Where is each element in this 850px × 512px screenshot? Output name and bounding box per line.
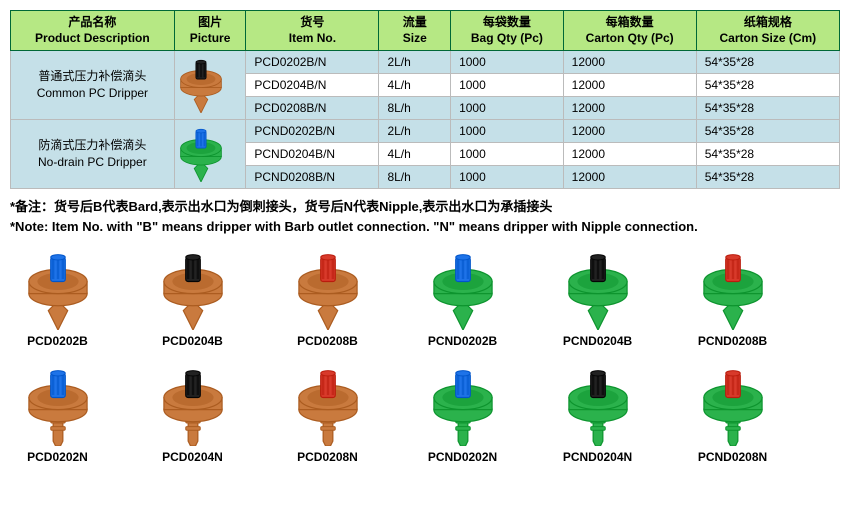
ctn-cell: 12000 — [563, 51, 696, 74]
table-row: 普通式压力补偿滴头Common PC Dripper PCD0202B/N2L/… — [11, 51, 840, 74]
gallery-label: PCD0202N — [27, 450, 88, 464]
product-gallery: PCD0202B PCD0204B PCD0208B PCND0202B — [10, 250, 840, 464]
cs-cell: 54*35*28 — [696, 143, 839, 166]
bag-cell: 1000 — [451, 51, 564, 74]
bag-cell: 1000 — [451, 166, 564, 189]
gallery-label: PCD0204N — [162, 450, 223, 464]
gallery-item: PCND0202B — [415, 250, 510, 348]
h-ctn: 每箱数量Carton Qty (Pc) — [563, 11, 696, 51]
ctn-cell: 12000 — [563, 97, 696, 120]
item-cell: PCND0202B/N — [246, 120, 379, 143]
h-desc: 产品名称Product Description — [11, 11, 175, 51]
gallery-label: PCD0208B — [297, 334, 358, 348]
h-cs: 纸箱规格Carton Size (Cm) — [696, 11, 839, 51]
gallery-label: PCND0208N — [698, 450, 767, 464]
size-cell: 2L/h — [379, 120, 451, 143]
ctn-cell: 12000 — [563, 166, 696, 189]
size-cell: 4L/h — [379, 143, 451, 166]
size-cell: 4L/h — [379, 74, 451, 97]
item-cell: PCD0204B/N — [246, 74, 379, 97]
spec-table: 产品名称Product Description 图片Picture 货号Item… — [10, 10, 840, 189]
size-cell: 8L/h — [379, 166, 451, 189]
picture-cell — [174, 120, 246, 189]
gallery-item: PCND0208N — [685, 366, 780, 464]
note-cn: *备注：货号后B代表Bard,表示出水口为倒刺接头，货号后N代表Nipple,表… — [10, 197, 840, 217]
h-item: 货号Item No. — [246, 11, 379, 51]
gallery-item: PCD0208B — [280, 250, 375, 348]
gallery-item: PCND0204B — [550, 250, 645, 348]
bag-cell: 1000 — [451, 97, 564, 120]
size-cell: 2L/h — [379, 51, 451, 74]
desc-cell: 防滴式压力补偿滴头No-drain PC Dripper — [11, 120, 175, 189]
gallery-label: PCND0208B — [698, 334, 767, 348]
h-size: 流量Size — [379, 11, 451, 51]
bag-cell: 1000 — [451, 74, 564, 97]
h-pic: 图片Picture — [174, 11, 246, 51]
bag-cell: 1000 — [451, 120, 564, 143]
ctn-cell: 12000 — [563, 74, 696, 97]
desc-cell: 普通式压力补偿滴头Common PC Dripper — [11, 51, 175, 120]
cs-cell: 54*35*28 — [696, 74, 839, 97]
item-cell: PCND0208B/N — [246, 166, 379, 189]
gallery-item: PCD0202N — [10, 366, 105, 464]
gallery-item: PCD0204N — [145, 366, 240, 464]
gallery-item: PCND0204N — [550, 366, 645, 464]
picture-cell — [174, 51, 246, 120]
cs-cell: 54*35*28 — [696, 120, 839, 143]
gallery-label: PCD0208N — [297, 450, 358, 464]
item-cell: PCD0202B/N — [246, 51, 379, 74]
gallery-label: PCD0204B — [162, 334, 223, 348]
note-en: *Note: Item No. with "B" means dripper w… — [10, 217, 840, 237]
size-cell: 8L/h — [379, 97, 451, 120]
ctn-cell: 12000 — [563, 120, 696, 143]
item-cell: PCND0204B/N — [246, 143, 379, 166]
item-cell: PCD0208B/N — [246, 97, 379, 120]
cs-cell: 54*35*28 — [696, 166, 839, 189]
ctn-cell: 12000 — [563, 143, 696, 166]
gallery-item: PCD0204B — [145, 250, 240, 348]
bag-cell: 1000 — [451, 143, 564, 166]
gallery-item: PCD0208N — [280, 366, 375, 464]
header-row: 产品名称Product Description 图片Picture 货号Item… — [11, 11, 840, 51]
gallery-label: PCND0202B — [428, 334, 497, 348]
gallery-item: PCND0208B — [685, 250, 780, 348]
table-row: 防滴式压力补偿滴头No-drain PC Dripper PCND0202B/N… — [11, 120, 840, 143]
gallery-label: PCND0204N — [563, 450, 632, 464]
notes: *备注：货号后B代表Bard,表示出水口为倒刺接头，货号后N代表Nipple,表… — [10, 197, 840, 236]
gallery-label: PCND0204B — [563, 334, 632, 348]
cs-cell: 54*35*28 — [696, 97, 839, 120]
gallery-item: PCND0202N — [415, 366, 510, 464]
gallery-item: PCD0202B — [10, 250, 105, 348]
h-bag: 每袋数量Bag Qty (Pc) — [451, 11, 564, 51]
gallery-label: PCD0202B — [27, 334, 88, 348]
gallery-label: PCND0202N — [428, 450, 497, 464]
cs-cell: 54*35*28 — [696, 51, 839, 74]
